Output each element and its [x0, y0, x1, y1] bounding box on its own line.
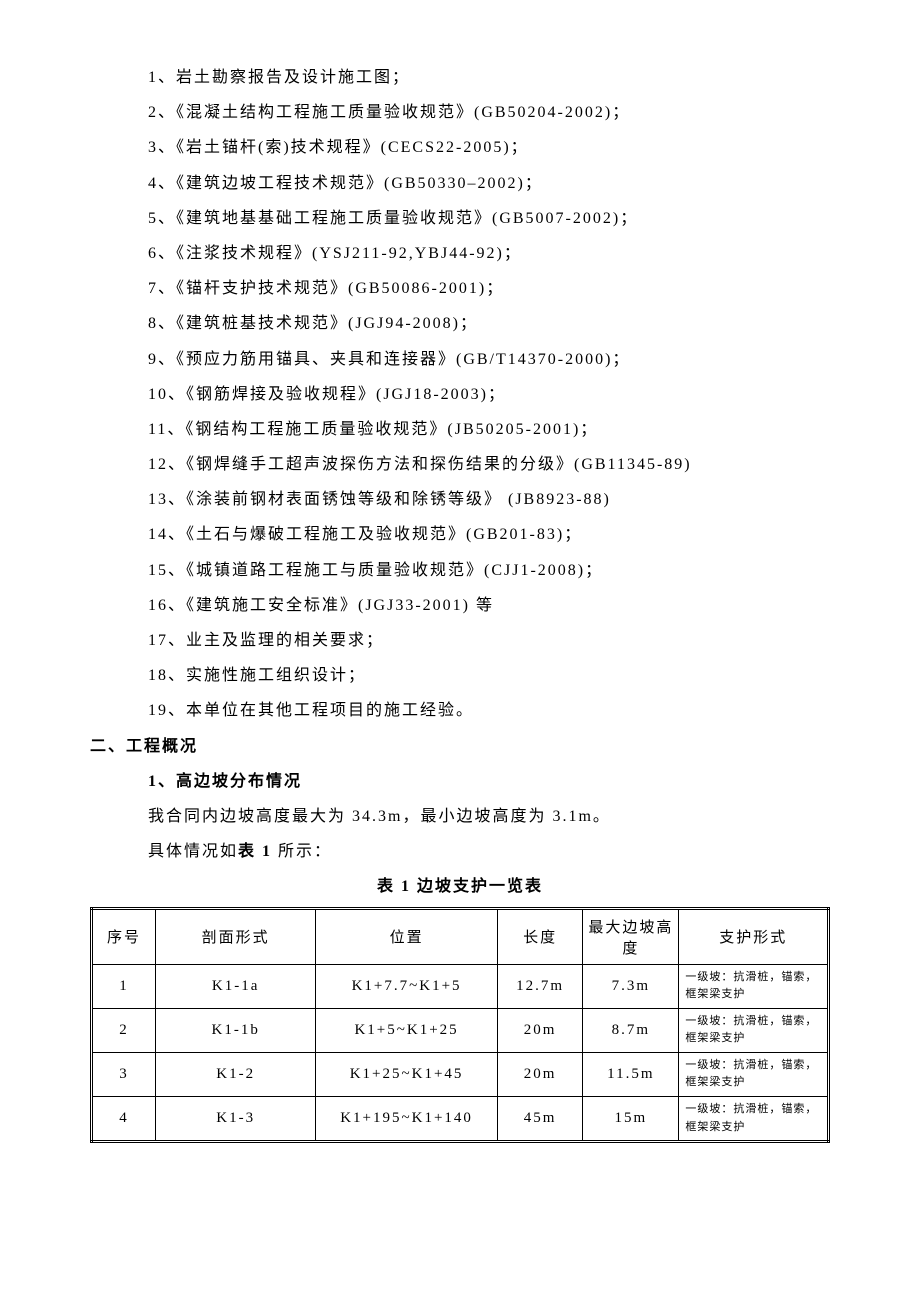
cell-length: 45m: [497, 1097, 582, 1142]
cell-position: K1+5~K1+25: [316, 1008, 498, 1052]
table-row: 3 K1-2 K1+25~K1+45 20m 11.5m 一级坡：抗滑桩，锚索，…: [92, 1052, 829, 1096]
cell-height: 7.3m: [583, 964, 679, 1008]
table-row: 4 K1-3 K1+195~K1+140 45m 15m 一级坡：抗滑桩，锚索，…: [92, 1097, 829, 1142]
reference-item: 18、实施性施工组织设计；: [148, 658, 830, 693]
cell-support: 一级坡：抗滑桩，锚索，框架梁支护: [679, 1052, 829, 1096]
table-row: 2 K1-1b K1+5~K1+25 20m 8.7m 一级坡：抗滑桩，锚索，框…: [92, 1008, 829, 1052]
reference-item: 1、岩土勘察报告及设计施工图；: [148, 60, 830, 95]
table-title: 表 1 边坡支护一览表: [90, 869, 830, 904]
reference-item: 6、《注浆技术规程》(YSJ211-92,YBJ44-92)；: [148, 236, 830, 271]
reference-item: 8、《建筑桩基技术规范》(JGJ94-2008)；: [148, 306, 830, 341]
cell-length: 12.7m: [497, 964, 582, 1008]
cell-support: 一级坡：抗滑桩，锚索，框架梁支护: [679, 1008, 829, 1052]
reference-item: 12、《钢焊缝手工超声波探伤方法和探伤结果的分级》(GB11345-89): [148, 447, 830, 482]
reference-item: 7、《锚杆支护技术规范》(GB50086-2001)；: [148, 271, 830, 306]
slope-support-table: 序号 剖面形式 位置 长度 最大边坡高度 支护形式 1 K1-1a K1+7.7…: [90, 907, 830, 1144]
cell-profile: K1-3: [156, 1097, 316, 1142]
table-header-seq: 序号: [92, 908, 156, 964]
cell-height: 15m: [583, 1097, 679, 1142]
cell-length: 20m: [497, 1008, 582, 1052]
cell-height: 8.7m: [583, 1008, 679, 1052]
reference-item: 11、《钢结构工程施工质量验收规范》(JB50205-2001)；: [148, 412, 830, 447]
cell-support: 一级坡：抗滑桩，锚索，框架梁支护: [679, 1097, 829, 1142]
paragraph: 我合同内边坡高度最大为 34.3m，最小边坡高度为 3.1m。: [148, 799, 830, 834]
table-header-height: 最大边坡高度: [583, 908, 679, 964]
reference-item: 4、《建筑边坡工程技术规范》(GB50330–2002)；: [148, 166, 830, 201]
table-header-row: 序号 剖面形式 位置 长度 最大边坡高度 支护形式: [92, 908, 829, 964]
text-bold: 表 1: [238, 843, 272, 860]
reference-item: 19、本单位在其他工程项目的施工经验。: [148, 693, 830, 728]
reference-item: 3、《岩土锚杆(索)技术规程》(CECS22-2005)；: [148, 130, 830, 165]
reference-item: 13、《涂装前钢材表面锈蚀等级和除锈等级》 (JB8923-88): [148, 482, 830, 517]
reference-item: 2、《混凝土结构工程施工质量验收规范》(GB50204-2002)；: [148, 95, 830, 130]
cell-profile: K1-1b: [156, 1008, 316, 1052]
table-header-support: 支护形式: [679, 908, 829, 964]
table-header-position: 位置: [316, 908, 498, 964]
section-heading: 二、工程概况: [90, 729, 830, 764]
reference-item: 10、《钢筋焊接及验收规程》(JGJ18-2003)；: [148, 377, 830, 412]
reference-item: 14、《土石与爆破工程施工及验收规范》(GB201-83)；: [148, 517, 830, 552]
cell-seq: 4: [92, 1097, 156, 1142]
cell-seq: 2: [92, 1008, 156, 1052]
cell-profile: K1-1a: [156, 964, 316, 1008]
table-header-length: 长度: [497, 908, 582, 964]
cell-position: K1+25~K1+45: [316, 1052, 498, 1096]
cell-seq: 1: [92, 964, 156, 1008]
text-suffix: 所示：: [272, 843, 332, 860]
cell-length: 20m: [497, 1052, 582, 1096]
table-row: 1 K1-1a K1+7.7~K1+5 12.7m 7.3m 一级坡：抗滑桩，锚…: [92, 964, 829, 1008]
reference-list: 1、岩土勘察报告及设计施工图； 2、《混凝土结构工程施工质量验收规范》(GB50…: [148, 60, 830, 729]
text-prefix: 具体情况如: [148, 843, 238, 860]
paragraph: 具体情况如表 1 所示：: [148, 834, 830, 869]
reference-item: 16、《建筑施工安全标准》(JGJ33-2001) 等: [148, 588, 830, 623]
cell-support: 一级坡：抗滑桩，锚索，框架梁支护: [679, 964, 829, 1008]
sub-heading: 1、高边坡分布情况: [148, 764, 830, 799]
reference-item: 15、《城镇道路工程施工与质量验收规范》(CJJ1-2008)；: [148, 553, 830, 588]
reference-item: 5、《建筑地基基础工程施工质量验收规范》(GB5007-2002)；: [148, 201, 830, 236]
cell-position: K1+195~K1+140: [316, 1097, 498, 1142]
cell-height: 11.5m: [583, 1052, 679, 1096]
table-header-profile: 剖面形式: [156, 908, 316, 964]
cell-seq: 3: [92, 1052, 156, 1096]
reference-item: 17、业主及监理的相关要求；: [148, 623, 830, 658]
cell-profile: K1-2: [156, 1052, 316, 1096]
reference-item: 9、《预应力筋用锚具、夹具和连接器》(GB/T14370-2000)；: [148, 342, 830, 377]
cell-position: K1+7.7~K1+5: [316, 964, 498, 1008]
